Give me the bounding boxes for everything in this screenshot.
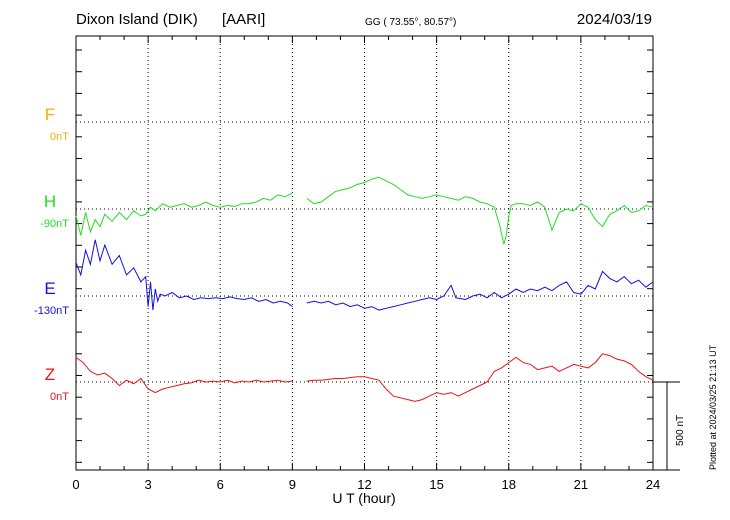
component-label-H: H: [44, 192, 56, 211]
geographic-coords: GG ( 73.55°, 80.57°): [365, 17, 456, 28]
component-baseline-Z: 0nT: [50, 391, 69, 403]
station-title: Dixon Island (DIK): [76, 11, 198, 28]
data-series: [75, 176, 654, 402]
scale-bar: 500 nT: [653, 381, 686, 471]
component-label-F: F: [45, 105, 55, 124]
plotted-timestamp: Plotted at 2024/03/25 21:13 UT: [708, 344, 718, 470]
series-line-E: [75, 239, 654, 311]
component-baseline-H: -90nT: [40, 218, 69, 230]
axis-ticks: [75, 36, 654, 470]
institute-label: [AARI]: [222, 11, 265, 28]
grid-lines: [76, 36, 653, 470]
x-tick-label-9: 9: [289, 477, 296, 492]
component-baseline-E: -130nT: [34, 305, 69, 317]
component-label-Z: Z: [45, 365, 55, 384]
x-tick-label-15: 15: [429, 477, 443, 492]
series-line-Z: [75, 353, 654, 402]
x-tick-labels: 0 3 6 9 12 15 18 21 24: [72, 477, 660, 492]
component-label-E: E: [44, 279, 55, 298]
x-tick-label-21: 21: [574, 477, 588, 492]
date-label: 2024/03/19: [577, 11, 652, 28]
scale-bar-label: 500 nT: [675, 415, 686, 446]
component-baseline-F: 0nT: [50, 131, 69, 143]
x-axis-label: U T (hour): [332, 490, 395, 506]
series-line-H: [75, 176, 654, 245]
x-tick-label-0: 0: [72, 477, 79, 492]
x-tick-label-6: 6: [217, 477, 224, 492]
x-tick-label-18: 18: [502, 477, 516, 492]
component-labels: F 0nT H -90nT E -130nT Z 0nT: [34, 105, 69, 403]
x-tick-label-12: 12: [357, 477, 371, 492]
x-tick-label-24: 24: [646, 477, 660, 492]
x-tick-label-3: 3: [145, 477, 152, 492]
